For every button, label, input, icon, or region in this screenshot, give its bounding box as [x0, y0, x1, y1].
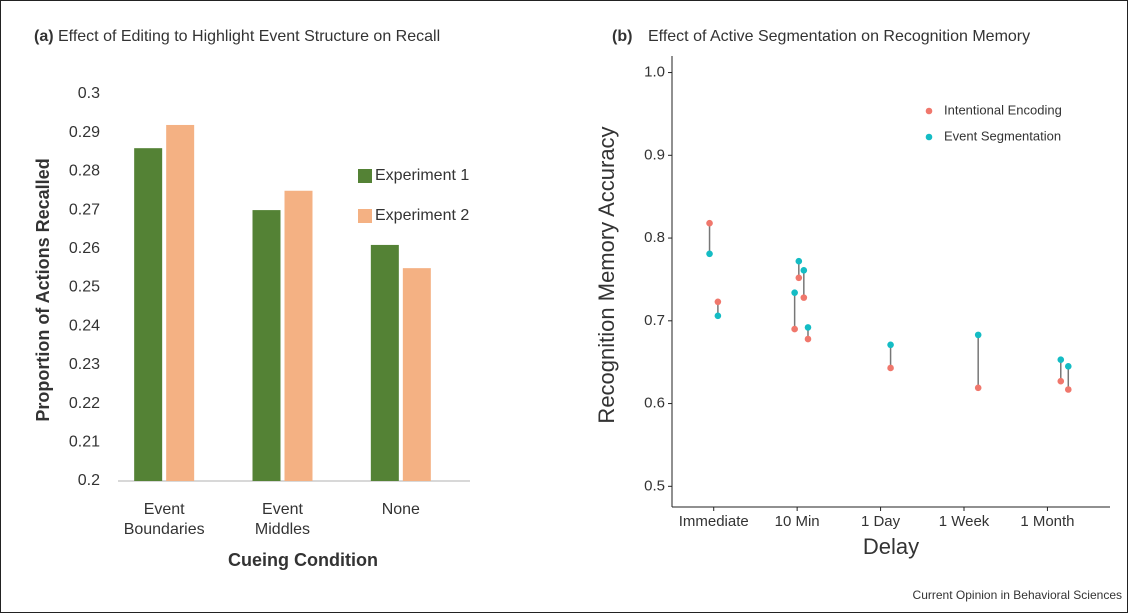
y-tick-label: 0.29: [69, 124, 100, 141]
x-axis-label: Delay: [863, 534, 919, 559]
chart-title: Effect of Active Segmentation on Recogni…: [648, 28, 1030, 45]
y-tick-label: 0.3: [78, 85, 100, 102]
legend-swatch: [358, 169, 372, 183]
bar: [284, 190, 313, 481]
point: [1064, 363, 1072, 370]
y-tick-label: 0.22: [69, 395, 100, 412]
point: [795, 257, 803, 265]
point: [804, 335, 812, 343]
bar: [370, 244, 399, 481]
x-tick-label: 1 Day: [861, 513, 901, 530]
point: [974, 331, 982, 339]
y-tick-label: 0.27: [69, 201, 100, 218]
panel-label: (b): [612, 28, 632, 45]
y-tick-label: 0.21: [69, 434, 100, 451]
bar: [166, 124, 195, 482]
y-tick-label: 0.26: [69, 240, 100, 257]
y-tick-label: 0.9: [644, 146, 665, 163]
bar: [252, 210, 281, 481]
point: [887, 341, 894, 349]
point: [714, 298, 722, 306]
legend-label: Experiment 1: [375, 167, 469, 184]
point: [804, 324, 812, 331]
point: [706, 250, 713, 258]
legend-swatch: [358, 209, 372, 223]
y-tick-label: 0.7: [644, 312, 665, 329]
panel-label: (a): [34, 28, 54, 45]
y-tick-label: 0.5: [644, 477, 665, 494]
legend-label: Event Segmentation: [944, 128, 1061, 143]
point: [1057, 377, 1065, 385]
legend-marker: [925, 133, 933, 141]
point: [800, 267, 808, 274]
y-tick-label: 1.0: [644, 64, 665, 81]
y-tick-label: 0.2: [78, 472, 100, 489]
y-tick-label: 0.6: [644, 395, 665, 412]
y-tick-label: 0.24: [69, 317, 100, 334]
x-tick-label: 1 Month: [1020, 513, 1074, 530]
x-tick-label: Event Boundaries: [124, 501, 205, 538]
x-tick-label: Event Middles: [255, 501, 310, 538]
x-axis-label: Cueing Condition: [228, 550, 378, 570]
legend-label: Intentional Encoding: [944, 102, 1062, 117]
y-tick-label: 0.23: [69, 356, 100, 373]
x-tick-label: None: [382, 501, 420, 518]
x-tick-label: 10 Min: [775, 513, 820, 530]
chart-title: Effect of Editing to Highlight Event Str…: [58, 28, 440, 45]
point: [795, 274, 803, 282]
point: [1057, 356, 1065, 364]
point: [887, 364, 894, 372]
point: [791, 289, 798, 296]
source: Current Opinion in Behavioral Sciences: [913, 588, 1122, 602]
y-tick-label: 0.28: [69, 163, 100, 180]
point: [714, 312, 722, 320]
bar: [134, 148, 163, 481]
point: [974, 384, 982, 392]
x-tick-label: Immediate: [679, 513, 749, 530]
point: [706, 219, 713, 227]
point: [1064, 386, 1072, 393]
x-tick-label: 1 Week: [939, 513, 990, 530]
y-tick-label: 0.25: [69, 279, 100, 296]
y-tick-label: 0.8: [644, 229, 665, 246]
y-axis-label: Proportion of Actions Recalled: [33, 158, 53, 421]
y-axis-label: Recognition Memory Accuracy: [594, 126, 619, 423]
legend-marker: [925, 107, 933, 115]
bar: [402, 268, 431, 481]
point: [800, 294, 808, 301]
legend-label: Experiment 2: [375, 207, 469, 224]
point: [791, 325, 798, 333]
